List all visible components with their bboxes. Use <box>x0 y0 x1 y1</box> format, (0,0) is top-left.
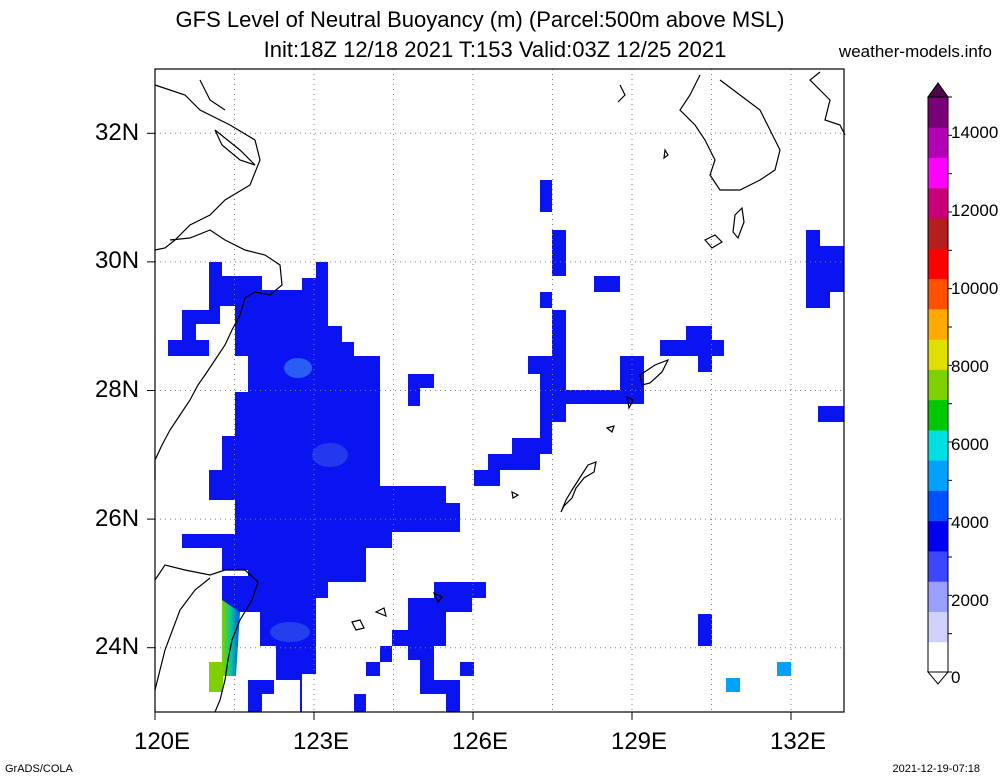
colorbar-swatch-13 <box>928 248 948 280</box>
y-tick-24N: 24N <box>95 633 140 660</box>
lnb-shade-1 <box>284 358 312 378</box>
lnb-patch-1 <box>168 262 262 356</box>
colorbar-label-2000: 2000 <box>951 591 989 610</box>
lnb-patch-10 <box>806 230 844 308</box>
lnb-patch-12 <box>392 582 486 712</box>
coastlines <box>154 71 846 713</box>
title-line-1: GFS Level of Neutral Buoyancy (m) (Parce… <box>175 7 785 32</box>
colorbar-swatch-7 <box>928 429 948 461</box>
colorbar-swatch-0 <box>928 641 948 673</box>
colorbar-bottom-arrow <box>926 671 950 685</box>
lnb-high-strip <box>222 600 240 676</box>
lnb-patch-3 <box>408 374 434 406</box>
colorbar-swatch-1 <box>928 611 948 643</box>
colorbar-swatch-8 <box>928 399 948 431</box>
x-tick-132E: 132E <box>769 728 827 755</box>
lnb-patch-4 <box>474 310 644 486</box>
colorbar <box>926 82 952 685</box>
colorbar-top-arrow <box>927 82 949 98</box>
colorbar-label-8000: 8000 <box>951 357 989 376</box>
colorbar-swatch-12 <box>928 278 948 310</box>
y-tick-30N: 30N <box>95 247 140 274</box>
lnb-patch-8 <box>594 276 620 292</box>
x-tick-123E: 123E <box>292 728 350 755</box>
lnb-shade-2 <box>312 443 348 467</box>
lnb-high-cell <box>209 662 223 692</box>
x-tick-126E: 126E <box>451 728 509 755</box>
title-line-2: Init:18Z 12/18 2021 T:153 Valid:03Z 12/2… <box>263 37 727 62</box>
colorbar-swatch-9 <box>928 369 948 401</box>
colorbar-label-4000: 4000 <box>951 513 989 532</box>
y-tick-26N: 26N <box>95 505 140 532</box>
colorbar-label-0: 0 <box>951 668 961 687</box>
lnb-shade-3 <box>270 622 310 642</box>
colorbar-label-6000: 6000 <box>951 435 989 454</box>
colorbar-swatch-6 <box>928 460 948 491</box>
colorbar-swatch-10 <box>928 339 948 370</box>
y-tick-32N: 32N <box>95 119 140 146</box>
colorbar-label-12000: 12000 <box>951 201 999 220</box>
colorbar-swatch-17 <box>928 127 948 159</box>
y-tick-28N: 28N <box>95 376 140 403</box>
lnb-cell-east-2 <box>726 678 740 692</box>
lnb-patch-7 <box>540 292 552 308</box>
lnb-patch-5 <box>540 180 552 212</box>
colorbar-swatch-3 <box>928 550 948 582</box>
lnb-patch-14 <box>366 662 380 676</box>
colorbar-label-14000: 14000 <box>951 123 999 142</box>
lnb-patch-11 <box>818 406 844 422</box>
colorbar-swatch-5 <box>928 490 948 522</box>
map-frame <box>154 68 845 713</box>
grads-credit: GrADS/COLA <box>5 763 73 775</box>
lnb-patch-18 <box>698 614 712 646</box>
x-tick-129E: 129E <box>610 728 668 755</box>
site-label: weather-models.info <box>838 42 992 61</box>
lnb-field <box>168 180 844 712</box>
colorbar-swatch-15 <box>928 187 948 219</box>
colorbar-swatch-2 <box>928 581 948 612</box>
x-tick-120E: 120E <box>133 728 191 755</box>
colorbar-swatch-11 <box>928 308 948 340</box>
colorbar-swatch-16 <box>928 157 948 189</box>
lnb-patch-6 <box>552 230 566 276</box>
lnb-patch-15 <box>460 662 474 676</box>
colorbar-swatch-14 <box>928 218 948 249</box>
lnb-patch-17 <box>354 694 366 712</box>
colorbar-swatch-4 <box>928 520 948 552</box>
timestamp: 2021-12-19-07:18 <box>892 763 980 775</box>
colorbar-label-10000: 10000 <box>951 279 999 298</box>
gridlines <box>147 69 844 720</box>
lnb-patch-16 <box>248 680 274 712</box>
lnb-cell-east-1 <box>777 662 791 676</box>
lnb-patch-13 <box>380 646 392 662</box>
lnb-patch-9 <box>660 326 724 372</box>
colorbar-swatch-18 <box>928 97 948 128</box>
